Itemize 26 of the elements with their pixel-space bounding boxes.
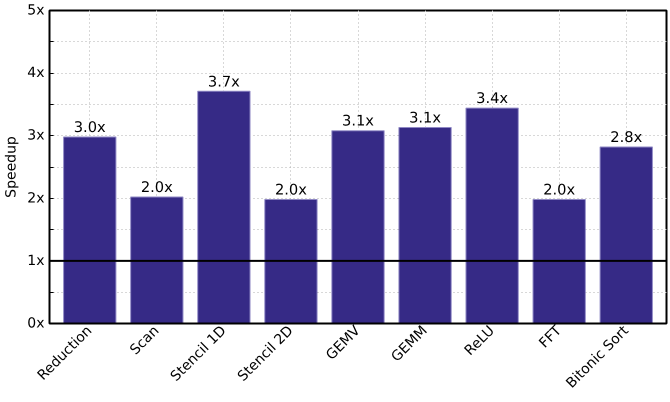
bar (600, 146, 653, 324)
bar (465, 108, 519, 324)
data-label: 2.0x (274, 182, 308, 199)
data-label: 2.0x (543, 182, 576, 199)
bar (63, 136, 116, 324)
bar (331, 130, 385, 324)
y-tick-label: 0x (27, 316, 45, 332)
data-label: 3.0x (74, 118, 106, 136)
bar (532, 199, 586, 324)
y-tick-label: 1x (27, 252, 45, 269)
y-tick-label: 4x (27, 65, 45, 82)
y-tick-label: 3x (27, 128, 45, 144)
data-label: 2.8x (610, 128, 643, 146)
data-label: 3.7x (208, 73, 240, 90)
bar (197, 90, 251, 324)
y-tick-label: 5x (27, 2, 45, 18)
data-label: 2.0x (140, 179, 174, 196)
bar (398, 127, 452, 324)
bar (264, 199, 318, 324)
y-tick-label: 2x (27, 190, 45, 206)
data-label: 3.4x (476, 90, 508, 108)
data-label: 3.1x (342, 112, 374, 130)
x-tick-label: FFT (536, 322, 566, 352)
y-axis-title: Speedup (3, 136, 20, 198)
bar (130, 196, 184, 324)
data-label: 3.1x (409, 110, 442, 127)
